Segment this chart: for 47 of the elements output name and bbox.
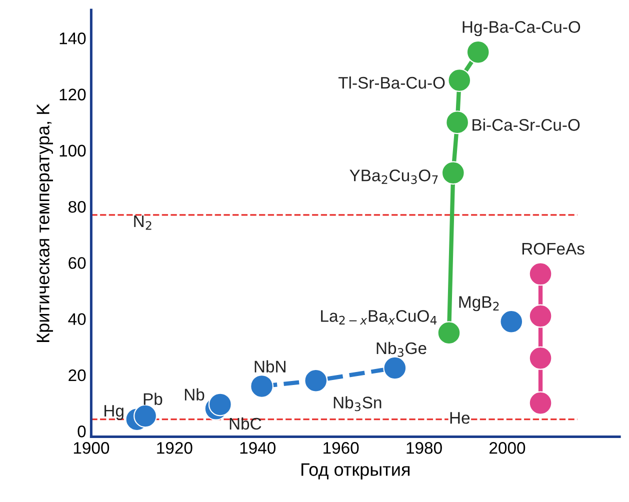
point: [446, 110, 470, 134]
annotation: NbC: [230, 417, 262, 430]
y-tick-label: 40: [68, 313, 86, 326]
point: [134, 404, 158, 428]
y-tick-label: 60: [68, 257, 86, 269]
annotation: NbN: [254, 360, 286, 372]
annotation: Tl-Sr-Ba-Cu-O: [338, 76, 445, 89]
x-tick-label: 1980: [406, 442, 442, 454]
annotation: Pb: [144, 392, 162, 406]
annotation: Hg-Ba-Ca-Cu-O: [462, 21, 580, 36]
y-tick-label: 140: [60, 32, 86, 44]
annotation: Nb: [184, 388, 204, 400]
x-tick-label: 1920: [157, 442, 192, 454]
annotation: YBa$_{2}$Cu$_{3}$O$_{7}$: [350, 170, 438, 184]
y-tick-label: 0: [78, 426, 86, 438]
y-tick-label: 20: [68, 369, 86, 382]
point: [448, 68, 472, 92]
x-tick-label: 1960: [324, 442, 359, 454]
ref-line-label: He: [450, 412, 470, 424]
ref-line-label: N$_{2}$: [134, 216, 152, 230]
point: [437, 321, 461, 345]
annotation: Nb$_{3}$Ge: [376, 342, 426, 357]
point: [500, 310, 524, 334]
x-tick-label: 1900: [74, 442, 110, 454]
point: [441, 161, 465, 185]
annotation: La$_{2−x}$Ba$_{x}$CuO$_{4}$: [321, 310, 437, 324]
y-tick-label: 80: [68, 200, 86, 213]
point: [528, 262, 552, 286]
point: [304, 368, 328, 392]
annotation: MgB$_{2}$: [459, 296, 499, 312]
annotation: Bi-Ca-Sr-Cu-O: [472, 118, 580, 131]
x-axis-title: Год открытия: [302, 463, 410, 480]
point: [528, 346, 552, 370]
y-tick-label: 100: [60, 144, 86, 157]
point: [528, 391, 552, 415]
point: [466, 40, 490, 64]
point: [383, 356, 407, 380]
point: [250, 374, 274, 398]
annotation: Hg: [104, 405, 124, 420]
annotation: ROFeAs: [522, 242, 584, 255]
point: [208, 392, 232, 416]
x-tick-label: 1940: [240, 442, 276, 454]
y-axis-title: Критическая температура, K: [36, 104, 53, 342]
y-tick-label: 120: [60, 88, 86, 100]
annotation: Nb$_{3}$Sn: [334, 396, 382, 412]
x-tick-label: 2000: [490, 442, 526, 454]
point: [528, 304, 552, 328]
